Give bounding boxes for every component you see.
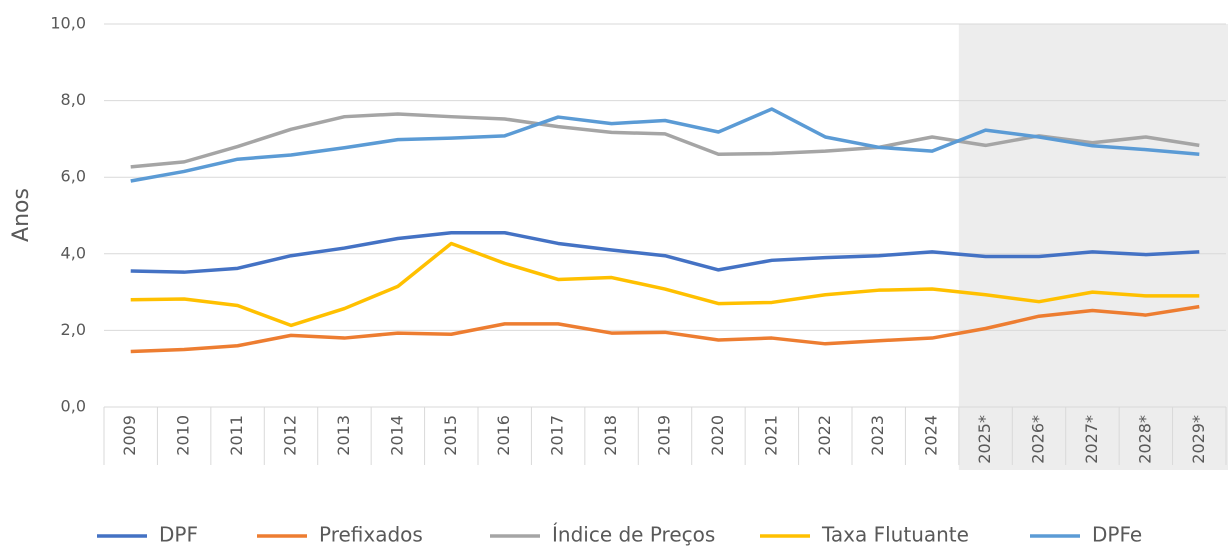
x-tick-label: 2029* (1189, 415, 1208, 464)
legend-label: Prefixados (319, 523, 423, 547)
series-line (130, 107, 1200, 183)
legend-label: Taxa Flutuante (821, 523, 969, 547)
y-tick-label: 10,0 (50, 14, 86, 33)
y-tick-label: 6,0 (61, 167, 86, 186)
y-tick-label: 8,0 (61, 90, 86, 109)
series-line (130, 230, 1200, 274)
legend-label: Índice de Preços (552, 523, 715, 547)
series-line (130, 241, 1200, 328)
x-tick-label: 2023 (868, 415, 887, 456)
y-tick-label: 0,0 (61, 397, 86, 416)
x-tick-label: 2024 (922, 415, 941, 456)
projection-shade (958, 24, 1228, 470)
x-tick-label: 2015 (441, 415, 460, 456)
x-tick-label: 2009 (120, 415, 139, 456)
x-tick-label: 2014 (387, 415, 406, 456)
x-tick-label: 2020 (708, 415, 727, 456)
x-tick-label: 2010 (174, 415, 193, 456)
x-tick-label: 2025* (975, 415, 994, 464)
y-tick-label: 2,0 (61, 320, 86, 339)
x-tick-label: 2028* (1135, 415, 1154, 464)
series-line (130, 304, 1200, 354)
legend-label: DPFe (1092, 523, 1142, 547)
x-tick-label: 2011 (227, 415, 246, 456)
x-tick-label: 2021 (761, 415, 780, 456)
y-tick-label: 4,0 (61, 243, 86, 262)
x-tick-label: 2019 (655, 415, 674, 456)
x-tick-label: 2016 (494, 415, 513, 456)
x-tick-label: 2017 (548, 415, 567, 456)
x-tick-label: 2013 (334, 415, 353, 456)
series-line (130, 112, 1200, 169)
legend-label: DPF (159, 523, 198, 547)
y-axis-label: Anos (9, 188, 34, 242)
x-tick-label: 2012 (281, 415, 300, 456)
x-tick-label: 2022 (815, 415, 834, 456)
x-tick-label: 2027* (1082, 415, 1101, 464)
x-tick-label: 2026* (1029, 415, 1048, 464)
x-tick-label: 2018 (601, 415, 620, 456)
